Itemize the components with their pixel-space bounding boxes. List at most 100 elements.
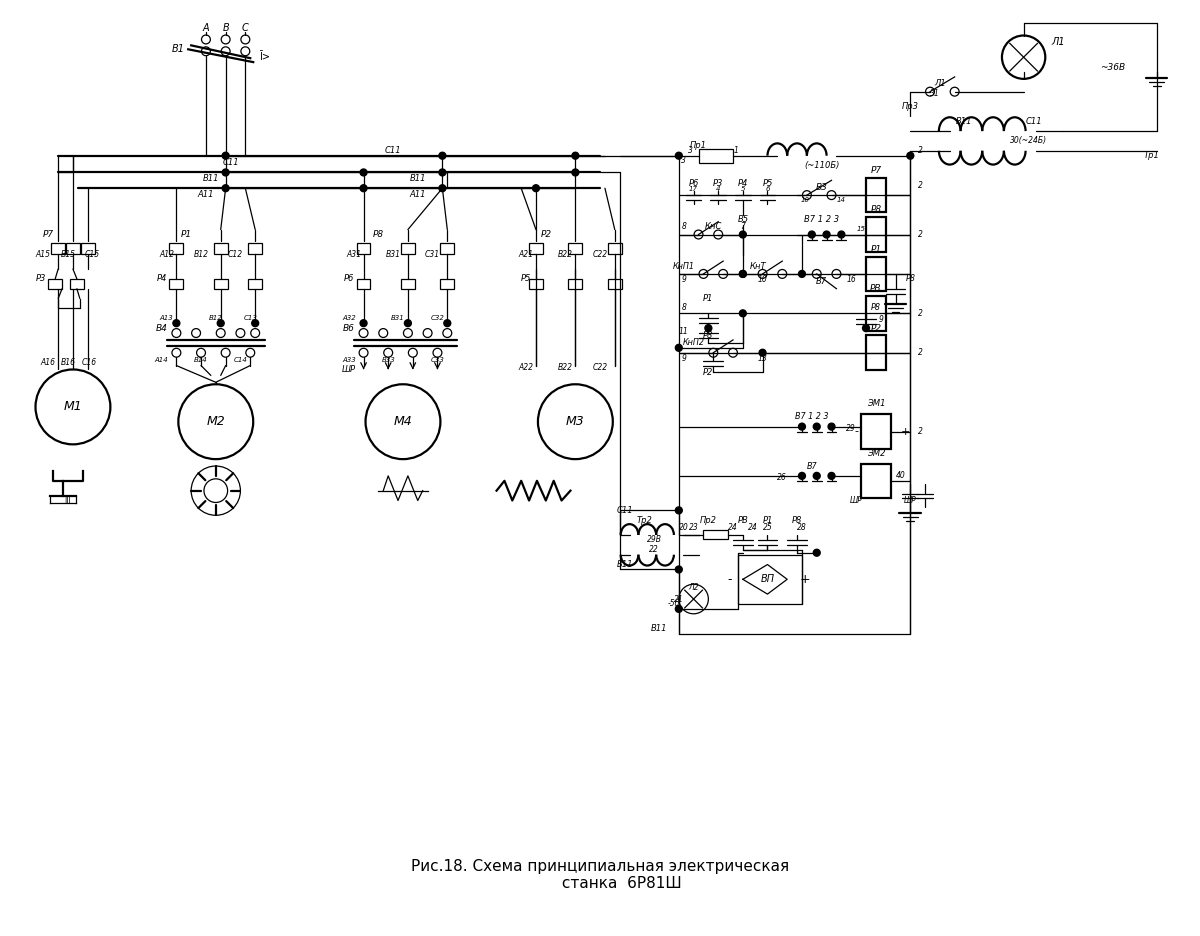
Text: M1: M1 bbox=[64, 401, 83, 414]
Text: КнП1: КнП1 bbox=[673, 261, 695, 271]
Text: ІІІ: ІІІ bbox=[65, 496, 71, 505]
Bar bbox=[440, 279, 454, 288]
Text: 3: 3 bbox=[688, 146, 694, 155]
Circle shape bbox=[814, 423, 820, 430]
Circle shape bbox=[907, 153, 913, 159]
Text: B7: B7 bbox=[806, 461, 817, 471]
Circle shape bbox=[676, 507, 683, 514]
Text: P2: P2 bbox=[703, 368, 714, 377]
Circle shape bbox=[572, 153, 578, 159]
Text: B7 1 2 3: B7 1 2 3 bbox=[796, 412, 828, 421]
Text: P7: P7 bbox=[870, 166, 882, 175]
Text: P8: P8 bbox=[870, 205, 882, 214]
Text: A21: A21 bbox=[518, 250, 534, 258]
Text: ~36В: ~36В bbox=[1099, 63, 1124, 71]
Text: -: - bbox=[854, 427, 858, 436]
Circle shape bbox=[222, 153, 229, 159]
Text: 2: 2 bbox=[918, 427, 923, 436]
Text: 5: 5 bbox=[740, 186, 745, 192]
Text: 23: 23 bbox=[689, 522, 698, 532]
Text: B12: B12 bbox=[209, 315, 223, 321]
Text: A11: A11 bbox=[409, 190, 426, 198]
Circle shape bbox=[739, 231, 746, 238]
Text: C14: C14 bbox=[234, 357, 247, 362]
Text: B14: B14 bbox=[194, 357, 208, 362]
Text: A32: A32 bbox=[342, 315, 355, 321]
Text: 17: 17 bbox=[689, 186, 698, 192]
Bar bbox=[214, 243, 228, 255]
Text: ШР: ШР bbox=[850, 496, 863, 505]
Bar bbox=[569, 243, 582, 255]
Text: C12: C12 bbox=[228, 250, 244, 258]
Text: B4: B4 bbox=[156, 324, 168, 332]
Text: 31: 31 bbox=[930, 89, 940, 98]
Circle shape bbox=[572, 169, 578, 176]
Circle shape bbox=[828, 473, 835, 479]
Bar bbox=[248, 279, 262, 288]
Text: 1: 1 bbox=[733, 146, 738, 155]
Bar bbox=[866, 256, 886, 291]
Circle shape bbox=[704, 325, 712, 331]
Text: 9: 9 bbox=[682, 275, 686, 285]
Circle shape bbox=[444, 320, 451, 327]
Circle shape bbox=[798, 271, 805, 277]
Text: РВ: РВ bbox=[738, 516, 749, 525]
Text: 25: 25 bbox=[763, 522, 773, 532]
Text: A13: A13 bbox=[160, 315, 174, 321]
Text: ЭМ1: ЭМ1 bbox=[866, 400, 886, 408]
Text: 8: 8 bbox=[682, 303, 686, 312]
Text: Пр2: Пр2 bbox=[700, 516, 716, 525]
Bar bbox=[866, 335, 886, 370]
Text: P7: P7 bbox=[43, 230, 54, 239]
Text: 2: 2 bbox=[918, 181, 923, 190]
Text: 28: 28 bbox=[797, 522, 806, 532]
Text: С11: С11 bbox=[1025, 117, 1042, 125]
Text: P2: P2 bbox=[870, 324, 882, 332]
Text: КнТ: КнТ bbox=[749, 261, 766, 271]
Text: B22: B22 bbox=[558, 250, 574, 258]
Circle shape bbox=[439, 169, 446, 176]
Text: B31: B31 bbox=[385, 250, 401, 258]
Circle shape bbox=[828, 423, 835, 430]
Text: 2: 2 bbox=[918, 348, 923, 358]
Text: Тр2: Тр2 bbox=[636, 516, 653, 525]
Circle shape bbox=[814, 549, 820, 556]
Circle shape bbox=[533, 184, 540, 192]
Text: Рис.18. Схема принципиальная электрическая
         станка  6Р81Ш: Рис.18. Схема принципиальная электрическ… bbox=[410, 858, 790, 891]
Text: B22: B22 bbox=[558, 363, 574, 372]
Text: B33: B33 bbox=[382, 357, 395, 362]
Text: P8: P8 bbox=[373, 230, 384, 239]
Text: 10: 10 bbox=[757, 275, 768, 285]
Text: Ī>: Ī> bbox=[259, 52, 270, 62]
Text: B31: B31 bbox=[391, 315, 404, 321]
Circle shape bbox=[823, 231, 830, 238]
Bar bbox=[48, 279, 62, 288]
Text: A15: A15 bbox=[36, 250, 50, 258]
Text: -: - bbox=[727, 573, 732, 586]
Circle shape bbox=[739, 271, 746, 277]
Bar bbox=[80, 243, 95, 255]
Circle shape bbox=[360, 184, 367, 192]
Text: P4: P4 bbox=[156, 274, 167, 284]
Text: ВП: ВП bbox=[761, 575, 774, 584]
Text: 8: 8 bbox=[682, 222, 686, 231]
Text: ЭМ2: ЭМ2 bbox=[866, 448, 886, 458]
Text: P5: P5 bbox=[762, 179, 773, 188]
Text: B1: B1 bbox=[172, 44, 185, 54]
Text: 3: 3 bbox=[682, 156, 686, 165]
Text: 10: 10 bbox=[800, 197, 810, 203]
Circle shape bbox=[760, 349, 766, 357]
Bar bbox=[608, 243, 622, 255]
Circle shape bbox=[173, 320, 180, 327]
Text: B5: B5 bbox=[737, 215, 749, 225]
Circle shape bbox=[222, 169, 229, 176]
Circle shape bbox=[798, 473, 805, 479]
Text: P6: P6 bbox=[689, 179, 698, 188]
Circle shape bbox=[360, 169, 367, 176]
Text: M3: M3 bbox=[566, 416, 584, 428]
Text: M2: M2 bbox=[206, 416, 226, 428]
Text: A22: A22 bbox=[518, 363, 534, 372]
Text: ШР: ШР bbox=[904, 496, 917, 505]
Text: B11: B11 bbox=[203, 174, 220, 183]
Text: B11: B11 bbox=[617, 560, 632, 569]
